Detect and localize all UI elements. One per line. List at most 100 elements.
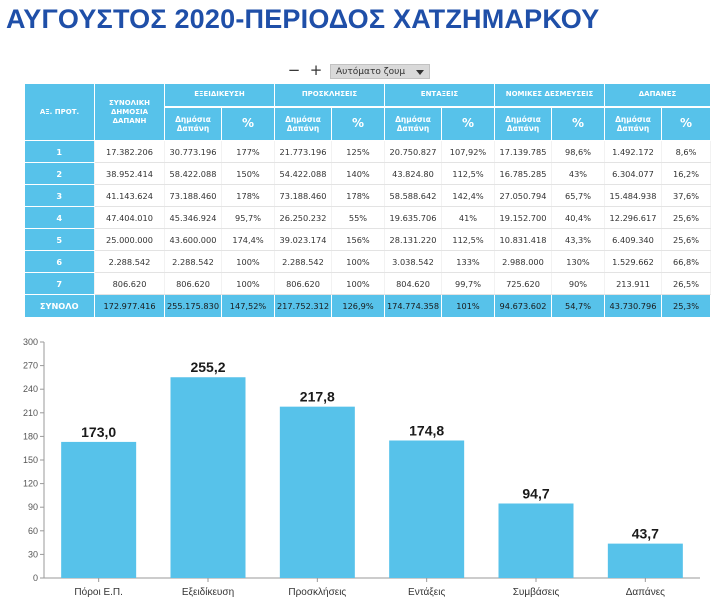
- table-cell: 100%: [221, 272, 275, 295]
- table-cell: 130%: [551, 250, 605, 273]
- row-axis-number: 1: [24, 140, 95, 163]
- table-cell: 12.296.617: [604, 206, 662, 229]
- table-cell: 90%: [551, 272, 605, 295]
- table-cell: 25,6%: [661, 206, 712, 229]
- table-cell: 39.023.174: [274, 228, 332, 251]
- table-row: 4 47.404.010 45.346.924 95,7% 26.250.232 55% 1…: [24, 206, 712, 229]
- table-cell: 16.785.285: [494, 162, 552, 185]
- table-cell: 37,6%: [661, 184, 712, 207]
- zoom-select-label: Αυτόματο ζουμ: [336, 67, 406, 77]
- table-cell: 95,7%: [221, 206, 275, 229]
- table-cell: 28.131.220: [384, 228, 442, 251]
- table-cell: 125%: [331, 140, 385, 163]
- y-tick-label: 270: [23, 361, 38, 371]
- zoom-in-button[interactable]: +: [309, 61, 323, 79]
- header-axis: ΑΞ. ΠΡΟΤ.: [24, 83, 95, 141]
- y-tick-label: 120: [23, 479, 38, 489]
- table-cell: 55%: [331, 206, 385, 229]
- total-cell: 126,9%: [331, 294, 385, 317]
- bar-value-label: 255,2: [190, 359, 225, 375]
- table-cell: 133%: [441, 250, 495, 273]
- table-cell: 178%: [331, 184, 385, 207]
- bar: [607, 543, 683, 578]
- subheader-percent: %: [441, 106, 495, 141]
- total-cell: 94.673.602: [494, 294, 552, 317]
- zoom-toolbar: − + Αυτόματο ζουμ: [280, 63, 452, 80]
- table-cell: 73.188.460: [164, 184, 222, 207]
- total-cell: 101%: [441, 294, 495, 317]
- row-axis-number: 6: [24, 250, 95, 273]
- table-cell: 65,7%: [551, 184, 605, 207]
- table-cell: 20.750.827: [384, 140, 442, 163]
- table-cell: 19.152.700: [494, 206, 552, 229]
- table-cell: 1.529.662: [604, 250, 662, 273]
- total-label: ΣΥΝΟΛΟ: [24, 294, 95, 317]
- table-cell: 41%: [441, 206, 495, 229]
- bar: [170, 377, 246, 578]
- y-tick-label: 60: [28, 526, 38, 536]
- zoom-out-button[interactable]: −: [287, 61, 301, 79]
- bar: [61, 441, 137, 578]
- table-cell: 806.620: [274, 272, 332, 295]
- table-row: 5 25.000.000 43.600.000 174,4% 39.023.174 156…: [24, 228, 712, 251]
- subheader-public-spend: Δημόσια Δαπάνη: [384, 106, 442, 141]
- data-table: ΑΞ. ΠΡΟΤ. ΣΥΝΟΛΙΚΗ ΔΗΜΟΣΙΑ ΔΑΠΑΝΗ ΕΞΕΙΔΙ…: [24, 83, 712, 317]
- table-cell: 107,92%: [441, 140, 495, 163]
- table-cell: 804.620: [384, 272, 442, 295]
- table-cell: 6.304.077: [604, 162, 662, 185]
- subheader-public-spend: Δημόσια Δαπάνη: [164, 106, 222, 141]
- row-axis-number: 7: [24, 272, 95, 295]
- table-cell: 2.288.542: [274, 250, 332, 273]
- table-cell: 43%: [551, 162, 605, 185]
- table-cell: 25,6%: [661, 228, 712, 251]
- bar-value-label: 217,8: [300, 389, 335, 405]
- table-cell: 10.831.418: [494, 228, 552, 251]
- table-cell: 17.139.785: [494, 140, 552, 163]
- table-cell: 100%: [331, 272, 385, 295]
- table-cell: 54.422.088: [274, 162, 332, 185]
- total-cell: 43.730.796: [604, 294, 662, 317]
- y-tick-label: 180: [23, 431, 38, 441]
- table-row: 1 17.382.206 30.773.196 177% 21.773.196 125% 2…: [24, 140, 712, 163]
- table-cell: 178%: [221, 184, 275, 207]
- header-group: ΠΡΟΣΚΛΗΣΕΙΣ: [274, 83, 385, 108]
- table-cell: 725.620: [494, 272, 552, 295]
- table-cell: 17.382.206: [94, 140, 165, 163]
- table-cell: 2.288.542: [94, 250, 165, 273]
- bar: [389, 440, 465, 578]
- y-tick-label: 30: [28, 549, 38, 559]
- table-cell: 177%: [221, 140, 275, 163]
- subheader-percent: %: [660, 106, 712, 141]
- table-cell: 156%: [331, 228, 385, 251]
- subheader-percent: %: [221, 106, 275, 141]
- zoom-select[interactable]: Αυτόματο ζουμ: [330, 64, 430, 79]
- x-tick-label: Προσκλήσεις: [288, 586, 346, 598]
- table-cell: 806.620: [94, 272, 165, 295]
- table-body: 1 17.382.206 30.773.196 177% 21.773.196 125% 2…: [24, 140, 712, 295]
- table-cell: 806.620: [164, 272, 222, 295]
- table-cell: 40,4%: [551, 206, 605, 229]
- table-cell: 2.288.542: [164, 250, 222, 273]
- table-cell: 66,8%: [661, 250, 712, 273]
- subheader-public-spend: Δημόσια Δαπάνη: [274, 106, 332, 141]
- table-cell: 45.346.924: [164, 206, 222, 229]
- row-axis-number: 5: [24, 228, 95, 251]
- table-cell: 112,5%: [441, 162, 495, 185]
- table-cell: 174,4%: [221, 228, 275, 251]
- bar: [498, 503, 574, 578]
- table-cell: 26,5%: [661, 272, 712, 295]
- table-cell: 58.422.088: [164, 162, 222, 185]
- table-cell: 43.824.80: [384, 162, 442, 185]
- table-cell: 58.588.642: [384, 184, 442, 207]
- table-cell: 43,3%: [551, 228, 605, 251]
- y-tick-label: 240: [23, 384, 38, 394]
- y-tick-label: 300: [23, 337, 38, 347]
- table-row: 2 38.952.414 58.422.088 150% 54.422.088 140% 4…: [24, 162, 712, 185]
- table-cell: 15.484.938: [604, 184, 662, 207]
- bar-value-label: 173,0: [81, 424, 116, 440]
- table-cell: 142,4%: [441, 184, 495, 207]
- row-axis-number: 3: [24, 184, 95, 207]
- x-tick-label: Συμβάσεις: [513, 586, 560, 598]
- row-axis-number: 4: [24, 206, 95, 229]
- table-cell: 98,6%: [551, 140, 605, 163]
